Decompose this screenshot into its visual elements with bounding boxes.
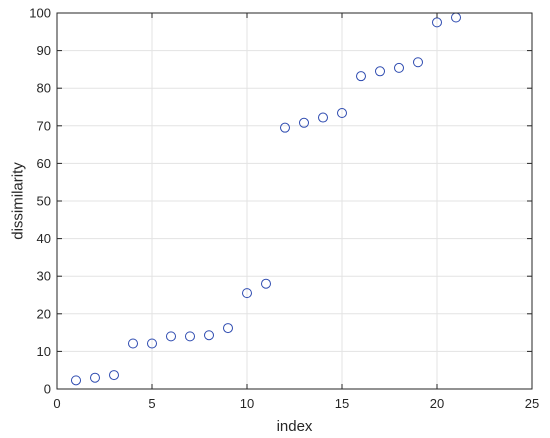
- data-point: [71, 375, 81, 386]
- data-point: [394, 62, 404, 73]
- data-point: [166, 331, 176, 342]
- x-tick-label: 20: [430, 396, 444, 411]
- data-point: [280, 122, 290, 133]
- y-tick-label: 40: [37, 231, 51, 246]
- data-point: [147, 338, 157, 349]
- y-tick-label: 30: [37, 269, 51, 284]
- y-tick-label: 80: [37, 81, 51, 96]
- data-point: [375, 66, 385, 77]
- x-tick-label: 0: [53, 396, 60, 411]
- data-point: [356, 71, 366, 82]
- x-tick-label: 25: [525, 396, 539, 411]
- y-tick-label: 20: [37, 306, 51, 321]
- data-points: [71, 12, 461, 386]
- x-axis-label: index: [277, 418, 313, 435]
- y-tick-label: 0: [44, 382, 51, 397]
- grid: [57, 13, 532, 389]
- data-point: [223, 323, 233, 334]
- data-point: [261, 278, 271, 289]
- y-tick-label: 70: [37, 118, 51, 133]
- y-tick-label: 10: [37, 344, 51, 359]
- x-tick-label: 10: [240, 396, 254, 411]
- data-point: [413, 57, 423, 68]
- data-point: [109, 370, 119, 381]
- x-tick-label: 15: [335, 396, 349, 411]
- x-tick-label: 5: [148, 396, 155, 411]
- data-point: [128, 338, 138, 349]
- data-point: [337, 108, 347, 119]
- y-tick-label: 90: [37, 43, 51, 58]
- data-point: [90, 372, 100, 383]
- data-point: [299, 117, 309, 128]
- y-tick-label: 50: [37, 194, 51, 209]
- axis-ticks: 0 5 10 15 20 25 0 10 20 30 40 50 60 70 80 90 100: [29, 6, 539, 412]
- data-point: [242, 288, 252, 299]
- y-tick-label: 60: [37, 156, 51, 171]
- data-point: [451, 12, 461, 23]
- y-tick-label: 100: [29, 6, 51, 21]
- data-point: [318, 112, 328, 123]
- data-point: [185, 331, 195, 342]
- y-axis-label: dissimilarity: [9, 162, 26, 240]
- data-point: [204, 330, 214, 341]
